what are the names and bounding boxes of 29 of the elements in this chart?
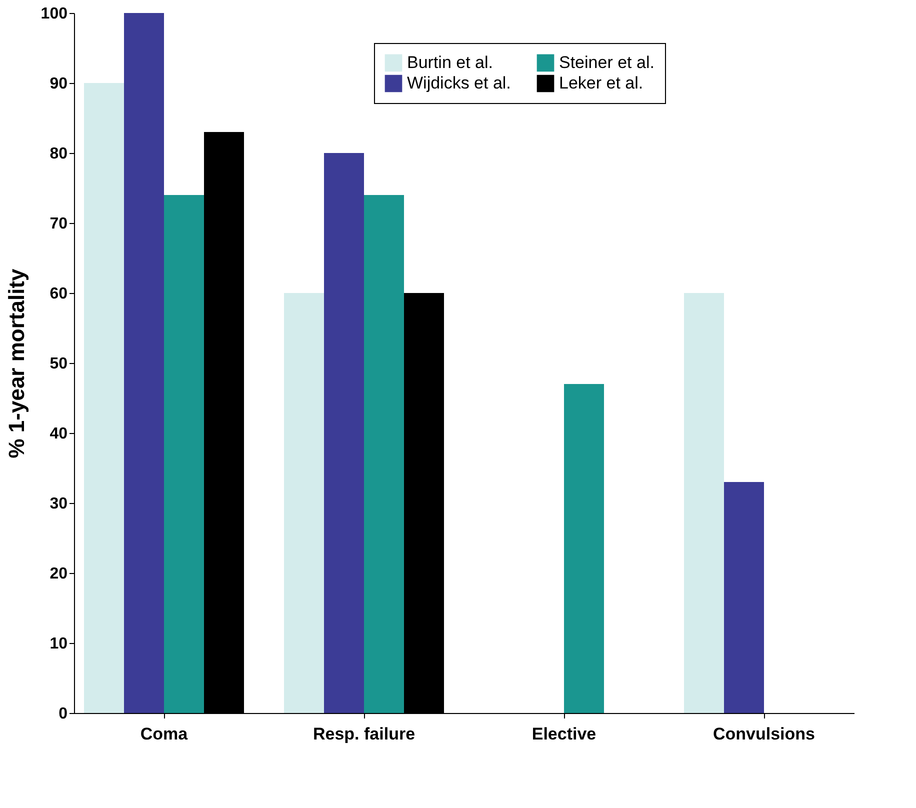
bar bbox=[724, 482, 764, 713]
bar bbox=[124, 13, 164, 713]
legend-label: Burtin et al. bbox=[407, 52, 493, 72]
y-tick-label: 60 bbox=[50, 286, 68, 302]
legend-label: Wijdicks et al. bbox=[407, 74, 511, 92]
y-tick-label: 30 bbox=[50, 496, 68, 512]
x-tick-label: Elective bbox=[532, 724, 596, 744]
bar bbox=[84, 83, 124, 713]
bar bbox=[164, 195, 204, 713]
y-tick-label: 10 bbox=[50, 636, 68, 652]
x-tick-label: Convulsions bbox=[712, 724, 816, 744]
y-tick-label: 90 bbox=[50, 76, 68, 92]
x-tick-label: Coma bbox=[140, 724, 188, 744]
y-tick-label: 50 bbox=[50, 356, 68, 372]
bar bbox=[324, 153, 364, 713]
y-tick-label: 80 bbox=[50, 146, 68, 162]
bar bbox=[564, 384, 604, 713]
legend-label: Leker et al. bbox=[559, 74, 644, 92]
y-tick-label: 40 bbox=[50, 426, 68, 442]
legend-label: Steiner et al. bbox=[559, 52, 654, 72]
y-tick-label: 70 bbox=[50, 216, 68, 232]
y-tick-label: 20 bbox=[50, 566, 68, 582]
y-axis-title: % 1-year mortality bbox=[4, 268, 29, 458]
y-tick-label: 100 bbox=[40, 6, 68, 22]
x-tick-label: Resp. failure bbox=[312, 724, 416, 744]
bar bbox=[364, 195, 404, 713]
bar bbox=[684, 293, 724, 713]
bar bbox=[284, 293, 324, 713]
y-tick-label: 0 bbox=[58, 706, 68, 722]
